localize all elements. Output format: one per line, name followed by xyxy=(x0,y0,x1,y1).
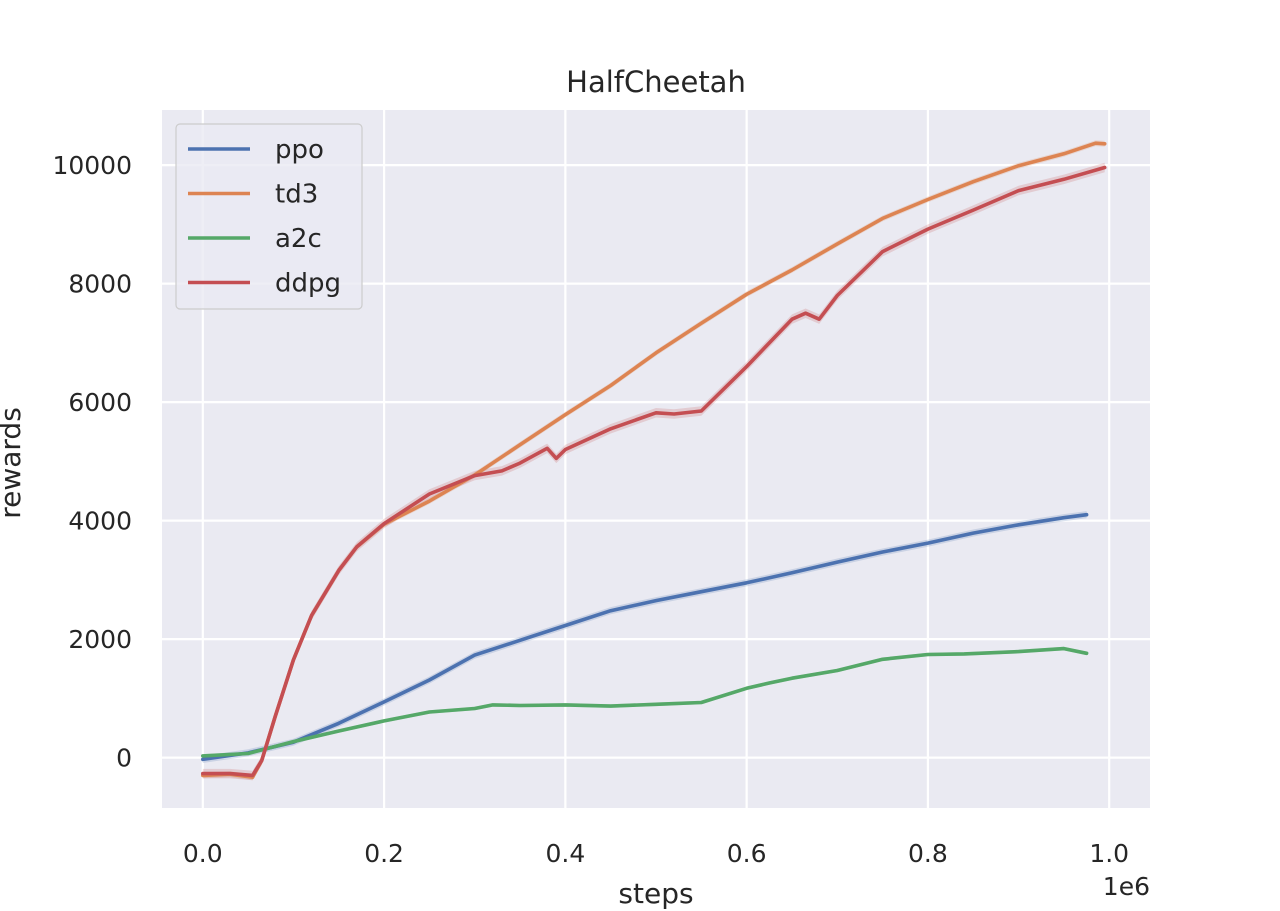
y-tick-label: 8000 xyxy=(68,270,132,299)
x-tick-label: 0.0 xyxy=(183,839,223,868)
series-lines xyxy=(201,141,1107,780)
y-tick-labels: 0 2000 4000 6000 8000 10000 xyxy=(52,151,132,773)
legend-label-ddpg: ddpg xyxy=(275,269,341,299)
legend-label-td3: td3 xyxy=(275,180,318,210)
x-tick-label: 0.6 xyxy=(727,839,767,868)
x-tick-labels: 0.0 0.2 0.4 0.6 0.8 1.0 xyxy=(183,839,1129,868)
series-line-ddpg xyxy=(201,165,1107,778)
y-axis-label: rewards xyxy=(0,407,27,519)
x-axis-offset-label: 1e6 xyxy=(1103,872,1150,901)
legend-label-ppo: ppo xyxy=(275,135,324,165)
y-tick-label: 4000 xyxy=(68,507,132,536)
legend: ppo td3 a2c ddpg xyxy=(175,123,363,310)
x-tick-label: 1.0 xyxy=(1089,839,1129,868)
y-tick-label: 0 xyxy=(116,744,132,773)
chart-title: HalfCheetah xyxy=(566,65,746,99)
legend-box xyxy=(175,123,363,310)
grid-lines xyxy=(162,110,1150,808)
x-tick-label: 0.2 xyxy=(364,839,404,868)
x-axis-label: steps xyxy=(618,877,693,910)
x-tick-label: 0.8 xyxy=(908,839,948,868)
series-line-a2c xyxy=(201,646,1089,758)
x-tick-label: 0.4 xyxy=(545,839,585,868)
y-tick-label: 10000 xyxy=(52,151,132,180)
series-line-ppo xyxy=(201,512,1089,762)
legend-label-a2c: a2c xyxy=(275,224,322,254)
y-tick-label: 6000 xyxy=(68,388,132,417)
y-tick-label: 2000 xyxy=(68,625,132,654)
